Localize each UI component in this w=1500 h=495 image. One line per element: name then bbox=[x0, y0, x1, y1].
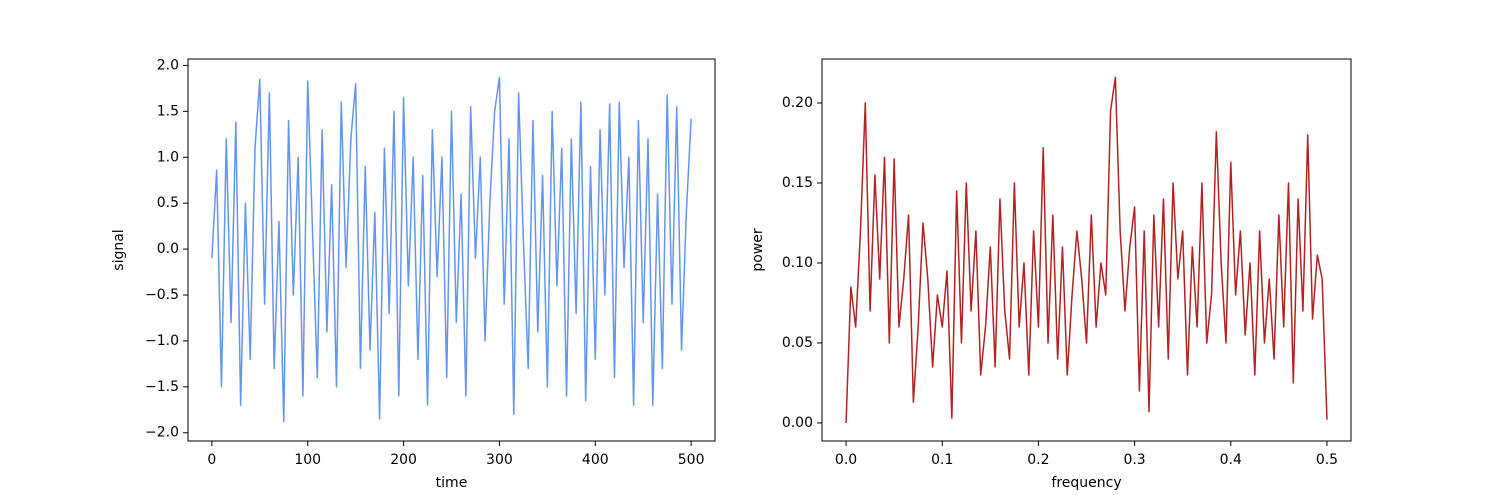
y-tick-label: −1.5 bbox=[145, 379, 179, 395]
y-axis-label: power bbox=[750, 228, 766, 272]
x-tick-label: 0.5 bbox=[1316, 452, 1338, 468]
x-tick-label: 400 bbox=[582, 452, 609, 468]
x-tick-label: 0.1 bbox=[931, 452, 953, 468]
x-tick-label: 0.4 bbox=[1220, 452, 1242, 468]
x-tick-label: 0 bbox=[207, 452, 216, 468]
y-tick-label: −2.0 bbox=[145, 425, 179, 441]
y-tick-label: 0.15 bbox=[782, 175, 813, 191]
signal-line bbox=[845, 76, 1328, 423]
y-tick-label: 1.5 bbox=[157, 103, 179, 119]
signal-line bbox=[211, 76, 692, 423]
axes-frame bbox=[821, 58, 1352, 442]
y-tick-label: 0.10 bbox=[782, 255, 813, 271]
y-tick-label: 0.00 bbox=[782, 415, 813, 431]
x-tick-label: 100 bbox=[294, 452, 321, 468]
y-tick-label: −1.0 bbox=[145, 333, 179, 349]
y-tick-label: 0.20 bbox=[782, 95, 813, 111]
axes-frame bbox=[187, 58, 716, 442]
y-tick-label: 0.0 bbox=[157, 241, 179, 257]
x-tick-label: 200 bbox=[390, 452, 417, 468]
x-axis-label: time bbox=[436, 475, 468, 491]
x-axis-label: frequency bbox=[1051, 475, 1121, 491]
y-tick-label: 0.5 bbox=[157, 195, 179, 211]
x-tick-label: 500 bbox=[678, 452, 705, 468]
y-tick-label: 1.0 bbox=[157, 149, 179, 165]
x-tick-label: 0.2 bbox=[1027, 452, 1049, 468]
x-tick-label: 0.3 bbox=[1123, 452, 1145, 468]
y-tick-label: −0.5 bbox=[145, 287, 179, 303]
y-tick-label: 2.0 bbox=[157, 57, 179, 73]
y-axis-label: signal bbox=[111, 229, 127, 270]
y-tick-label: 0.05 bbox=[782, 335, 813, 351]
x-tick-label: 300 bbox=[486, 452, 513, 468]
x-tick-label: 0.0 bbox=[835, 452, 857, 468]
